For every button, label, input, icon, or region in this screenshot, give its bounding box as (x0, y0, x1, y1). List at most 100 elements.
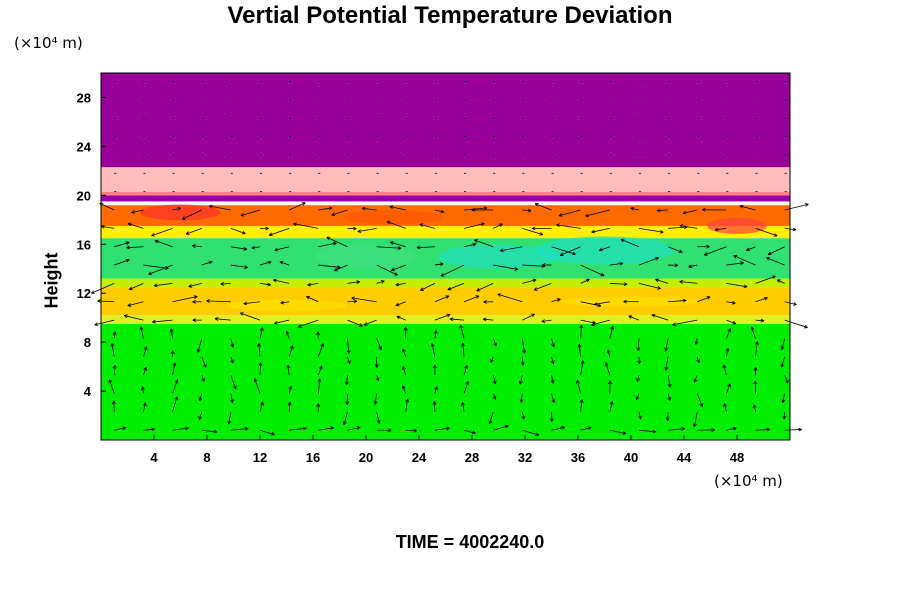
wind-vector (185, 227, 202, 235)
wind-vector (550, 375, 555, 384)
wind-vector (253, 378, 261, 394)
wind-vector (651, 313, 669, 321)
wind-vector (127, 301, 144, 307)
wind-vector (579, 324, 584, 339)
wind-vector (672, 319, 698, 327)
wind-vector (152, 319, 173, 324)
wind-vector (307, 282, 319, 287)
wind-vector (551, 298, 561, 303)
wind-vector (490, 356, 494, 363)
wind-vector (551, 338, 555, 348)
wind-vector (127, 222, 144, 229)
wind-vector (499, 246, 523, 253)
wind-vector (351, 296, 377, 303)
x-axis-unit: (×10⁴ m) (714, 472, 783, 490)
wind-vector (220, 282, 231, 286)
wind-vector (172, 295, 198, 303)
wind-vector (114, 426, 127, 431)
wind-vector (293, 222, 319, 229)
wind-vector (434, 313, 451, 321)
wind-vector (433, 330, 438, 339)
wind-vector (288, 202, 306, 211)
wind-vector (609, 401, 614, 412)
wind-vector (257, 343, 261, 357)
wind-vector (697, 428, 715, 432)
wind-vector (608, 380, 612, 394)
wind-vector (784, 427, 802, 432)
wind-vector (696, 356, 700, 363)
wind-vector (667, 246, 683, 254)
wind-vector (298, 319, 319, 328)
wind-vector (746, 246, 756, 252)
y-axis-unit: (×10⁴ m) (14, 34, 83, 52)
wind-vector (259, 226, 269, 231)
wind-vector (154, 239, 173, 248)
wind-vector (391, 264, 406, 272)
wind-vector (376, 338, 382, 351)
wind-vector (541, 319, 552, 323)
wind-vector (580, 426, 592, 431)
wind-vector (172, 426, 189, 431)
wind-vector (198, 411, 203, 421)
wind-vector (755, 296, 768, 303)
wind-vector (172, 396, 178, 412)
wind-vector (726, 261, 744, 266)
wind-vector (726, 383, 731, 394)
heatmap-layers (101, 73, 790, 440)
wind-vector (259, 327, 264, 339)
wind-vector (148, 264, 173, 276)
wind-vector (703, 246, 727, 256)
wind-vector (317, 365, 323, 376)
wind-vector (541, 263, 552, 267)
wind-vector (776, 279, 785, 284)
wind-vector (191, 244, 202, 248)
wind-vector (347, 319, 363, 327)
chart-title: Vertial Potential Temperature Deviation (227, 2, 673, 29)
wind-vector (694, 338, 699, 345)
wind-vector (726, 328, 732, 339)
wind-vector (440, 264, 465, 277)
wind-vector (463, 242, 477, 248)
wind-vector (551, 393, 556, 404)
wind-vector (434, 209, 445, 214)
heatmap-band-1 (101, 315, 790, 324)
wind-vector (396, 315, 406, 321)
wind-vector (114, 241, 130, 248)
x-tick-label: 24 (412, 450, 427, 465)
wind-vector (522, 208, 532, 213)
wind-vector (274, 319, 290, 325)
wind-vector (551, 425, 566, 431)
wind-vector (416, 245, 435, 250)
wind-vector (638, 429, 657, 434)
wind-vector (784, 301, 797, 306)
wind-vector (405, 428, 418, 433)
wind-vector (333, 264, 348, 272)
y-tick-label: 24 (77, 139, 92, 154)
wind-vector (268, 227, 290, 237)
wind-vector (373, 393, 378, 405)
wind-vector (522, 429, 540, 436)
wind-vector (286, 364, 291, 376)
wind-vector (326, 236, 348, 248)
wind-vector (668, 263, 679, 268)
y-tick-label: 28 (77, 90, 91, 105)
x-tick-label: 16 (306, 450, 320, 465)
wind-vector (688, 264, 698, 269)
wind-vector (376, 428, 392, 433)
wind-vector (522, 227, 544, 236)
heatmap-band-0 (101, 323, 790, 440)
wind-vector (91, 283, 115, 294)
wind-vector (97, 299, 115, 303)
wind-vector (192, 318, 202, 323)
wind-vector (169, 328, 174, 339)
wind-vector (123, 314, 144, 321)
wind-vector (285, 330, 290, 339)
wind-vector (664, 356, 669, 371)
wind-vector (493, 223, 503, 229)
wind-vector (579, 399, 584, 412)
wind-vector (259, 260, 272, 266)
wind-vector (196, 338, 203, 353)
wind-vector (656, 208, 669, 213)
wind-vector (230, 227, 246, 235)
y-axis-ticks: 4 8 12 16 20 24 28 (77, 90, 106, 399)
